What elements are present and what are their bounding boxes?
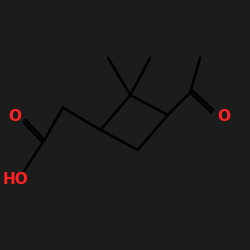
Text: O: O [8,109,21,124]
Text: HO: HO [3,172,29,187]
Text: O: O [217,109,230,124]
